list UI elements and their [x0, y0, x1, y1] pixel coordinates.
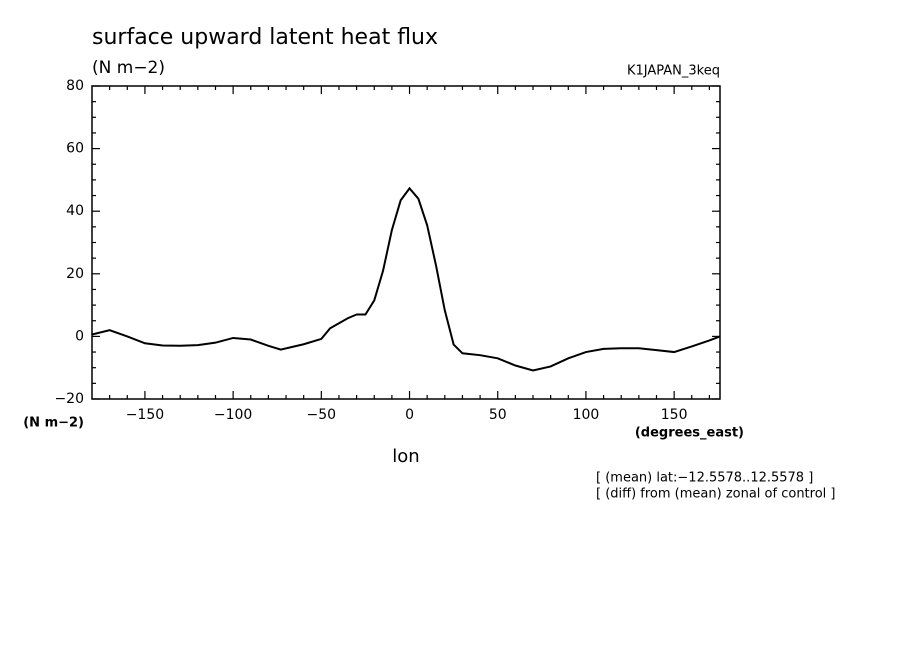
data-line — [91, 186, 721, 372]
note: [ (diff) from (mean) zonal of control ] — [596, 487, 835, 502]
plot-frame — [91, 85, 721, 400]
chart-title: surface upward latent heat flux — [92, 25, 438, 50]
x-tick-label: −50 — [307, 407, 337, 423]
y-units: (N m−2) — [23, 416, 84, 431]
x-tick-label: −100 — [214, 407, 252, 423]
x-units: (degrees_east) — [635, 426, 744, 441]
x-tick-label: 100 — [573, 407, 600, 423]
x-axis-label: lon — [392, 446, 419, 467]
x-tick-label: 150 — [661, 407, 688, 423]
x-tick-label: 50 — [489, 407, 507, 423]
y-tick-label: 80 — [66, 78, 84, 94]
y-tick-label: 60 — [66, 141, 84, 157]
x-tick-label: −150 — [126, 407, 164, 423]
y-tick-label: 0 — [75, 328, 84, 344]
x-tick-label: 0 — [405, 407, 414, 423]
note: [ (mean) lat:−12.5578..12.5578 ] — [596, 471, 813, 486]
run-label: K1JAPAN_3keq — [627, 64, 720, 79]
y-tick-label: 40 — [66, 203, 84, 219]
y-tick-label: −20 — [54, 391, 84, 407]
units: (N m−2) — [92, 58, 165, 78]
y-tick-label: 20 — [66, 266, 84, 282]
